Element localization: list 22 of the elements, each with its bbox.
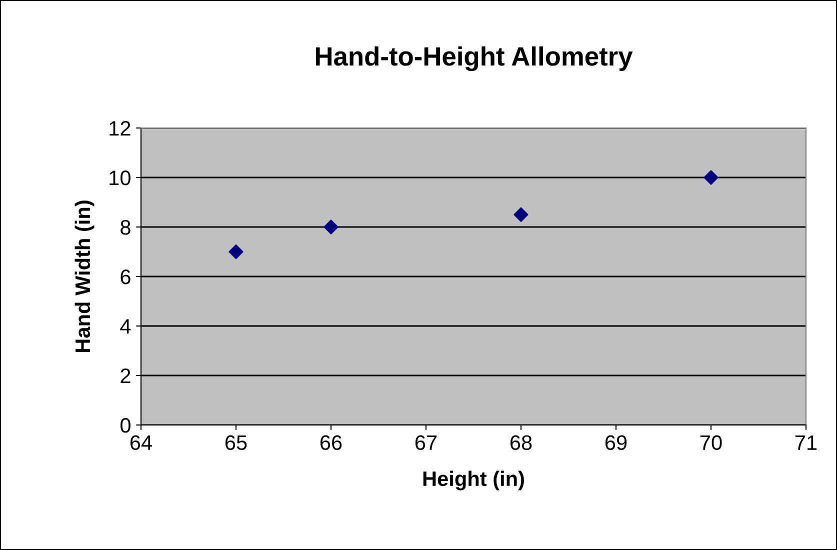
- x-tick-label: 71: [795, 435, 817, 450]
- chart-title: Hand-to-Height Allometry: [316, 46, 633, 72]
- y-axis-title: Hand Width (in): [74, 200, 94, 352]
- y-tick-label: 12: [110, 121, 130, 136]
- x-tick-label: 68: [510, 435, 532, 450]
- point: [514, 207, 528, 222]
- x-tick-label: 70: [700, 435, 722, 450]
- x-tick-label: 65: [225, 435, 247, 450]
- x-tick-label: 64: [130, 435, 152, 450]
- x-tick-label: 66: [320, 435, 342, 450]
- x-axis-title: Height (in): [423, 470, 524, 490]
- y-tick-label: 10: [110, 170, 130, 186]
- x-tick-label: 69: [605, 435, 627, 450]
- y-tick-label: 6: [120, 270, 130, 284]
- y-tick-label: 4: [120, 319, 131, 334]
- y-tick-label: 2: [120, 368, 130, 384]
- point: [228, 244, 244, 260]
- point: [324, 220, 338, 234]
- x-tick-label: 67: [415, 435, 437, 450]
- point: [704, 170, 718, 185]
- y-tick-label: 0: [120, 418, 130, 433]
- y-tick-label: 8: [120, 220, 130, 235]
